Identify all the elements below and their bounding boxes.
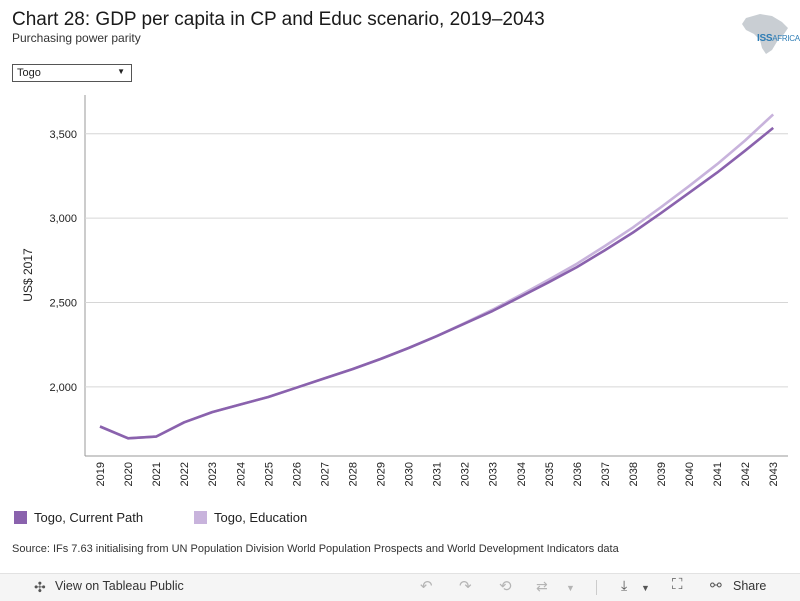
y-tick-label: 3,000 <box>49 213 77 225</box>
view-on-tableau-link[interactable]: View on Tableau Public <box>55 579 184 593</box>
refresh-dropdown-icon[interactable]: ▼ <box>566 583 575 593</box>
legend-item-education[interactable]: Togo, Education <box>194 510 307 525</box>
chart-subtitle: Purchasing power parity <box>12 31 141 45</box>
x-tick-label: 2030 <box>404 462 416 486</box>
x-tick-label: 2029 <box>376 462 388 486</box>
x-tick-label: 2039 <box>656 462 668 486</box>
x-tick-label: 2019 <box>95 462 107 486</box>
legend-label: Togo, Education <box>214 510 308 525</box>
logo-suffix: AFRICA <box>772 34 800 43</box>
x-tick-label: 2031 <box>432 462 444 486</box>
x-tick-label: 2021 <box>151 462 163 486</box>
iss-logo: ISSAFRICA <box>757 33 800 44</box>
x-tick-label: 2028 <box>347 462 359 486</box>
x-tick-label: 2025 <box>263 462 275 486</box>
source-note: Source: IFs 7.63 initialising from UN Po… <box>12 543 619 555</box>
x-tick-label: 2026 <box>291 462 303 486</box>
redo-icon[interactable]: ↷ <box>459 578 472 595</box>
y-tick-label: 3,500 <box>49 129 77 141</box>
download-icon[interactable]: ⤓ <box>621 577 628 593</box>
revert-icon[interactable]: ⟲ <box>499 578 512 595</box>
share-icon[interactable]: ⚯ <box>710 577 722 593</box>
x-tick-label: 2035 <box>544 462 556 486</box>
dropdown-arrow-icon: ▼ <box>117 67 125 76</box>
download-dropdown-icon[interactable]: ▼ <box>641 583 650 593</box>
series-line-togo-education[interactable] <box>99 113 775 440</box>
x-tick-label: 2042 <box>740 462 752 486</box>
africa-map-icon <box>742 14 788 54</box>
series-line-togo-current-path[interactable] <box>99 126 775 440</box>
y-tick-label: 2,500 <box>49 297 77 309</box>
x-tick-label: 2036 <box>572 462 584 486</box>
x-tick-label: 2020 <box>123 462 135 486</box>
line-chart: 2,000 2,500 3,000 3,500 2019 2020 2021 2022 202… <box>21 95 788 486</box>
x-tick-label: 2022 <box>179 462 191 486</box>
logo-text: ISS <box>757 33 773 44</box>
x-tick-label: 2023 <box>207 462 219 486</box>
chart-title: Chart 28: GDP per capita in CP and Educ … <box>12 9 545 30</box>
x-tick-label: 2027 <box>319 462 331 486</box>
refresh-icon[interactable]: ⇄ <box>536 578 548 594</box>
undo-icon[interactable]: ↶ <box>420 578 433 595</box>
tableau-logo-icon: ✣ <box>34 579 46 595</box>
x-tick-label: 2037 <box>600 462 612 486</box>
x-tick-label: 2034 <box>516 462 528 486</box>
x-tick-label: 2033 <box>488 462 500 486</box>
x-tick-label: 2024 <box>235 462 247 486</box>
tableau-toolbar: ✣ View on Tableau Public ↶ ↷ ⟲ ⇄ ▼ ⤓ ▼ ⛶… <box>0 573 800 601</box>
x-tick-label: 2043 <box>768 462 780 486</box>
legend-swatch <box>194 511 207 524</box>
country-select-value: Togo <box>17 67 41 79</box>
x-tick-label: 2038 <box>628 462 640 486</box>
fullscreen-icon[interactable]: ⛶ <box>672 576 683 593</box>
toolbar-divider <box>596 580 597 595</box>
x-tick-label: 2032 <box>460 462 472 486</box>
country-select[interactable]: Togo ▼ <box>12 64 132 82</box>
legend-label: Togo, Current Path <box>34 510 144 525</box>
share-button[interactable]: Share <box>733 579 767 593</box>
legend-swatch <box>14 511 27 524</box>
x-tick-label: 2041 <box>712 462 724 486</box>
y-tick-label: 2,000 <box>49 382 77 394</box>
y-axis-title: US$ 2017 <box>21 248 35 302</box>
legend-item-current-path[interactable]: Togo, Current Path <box>14 510 143 525</box>
x-tick-label: 2040 <box>684 462 696 486</box>
